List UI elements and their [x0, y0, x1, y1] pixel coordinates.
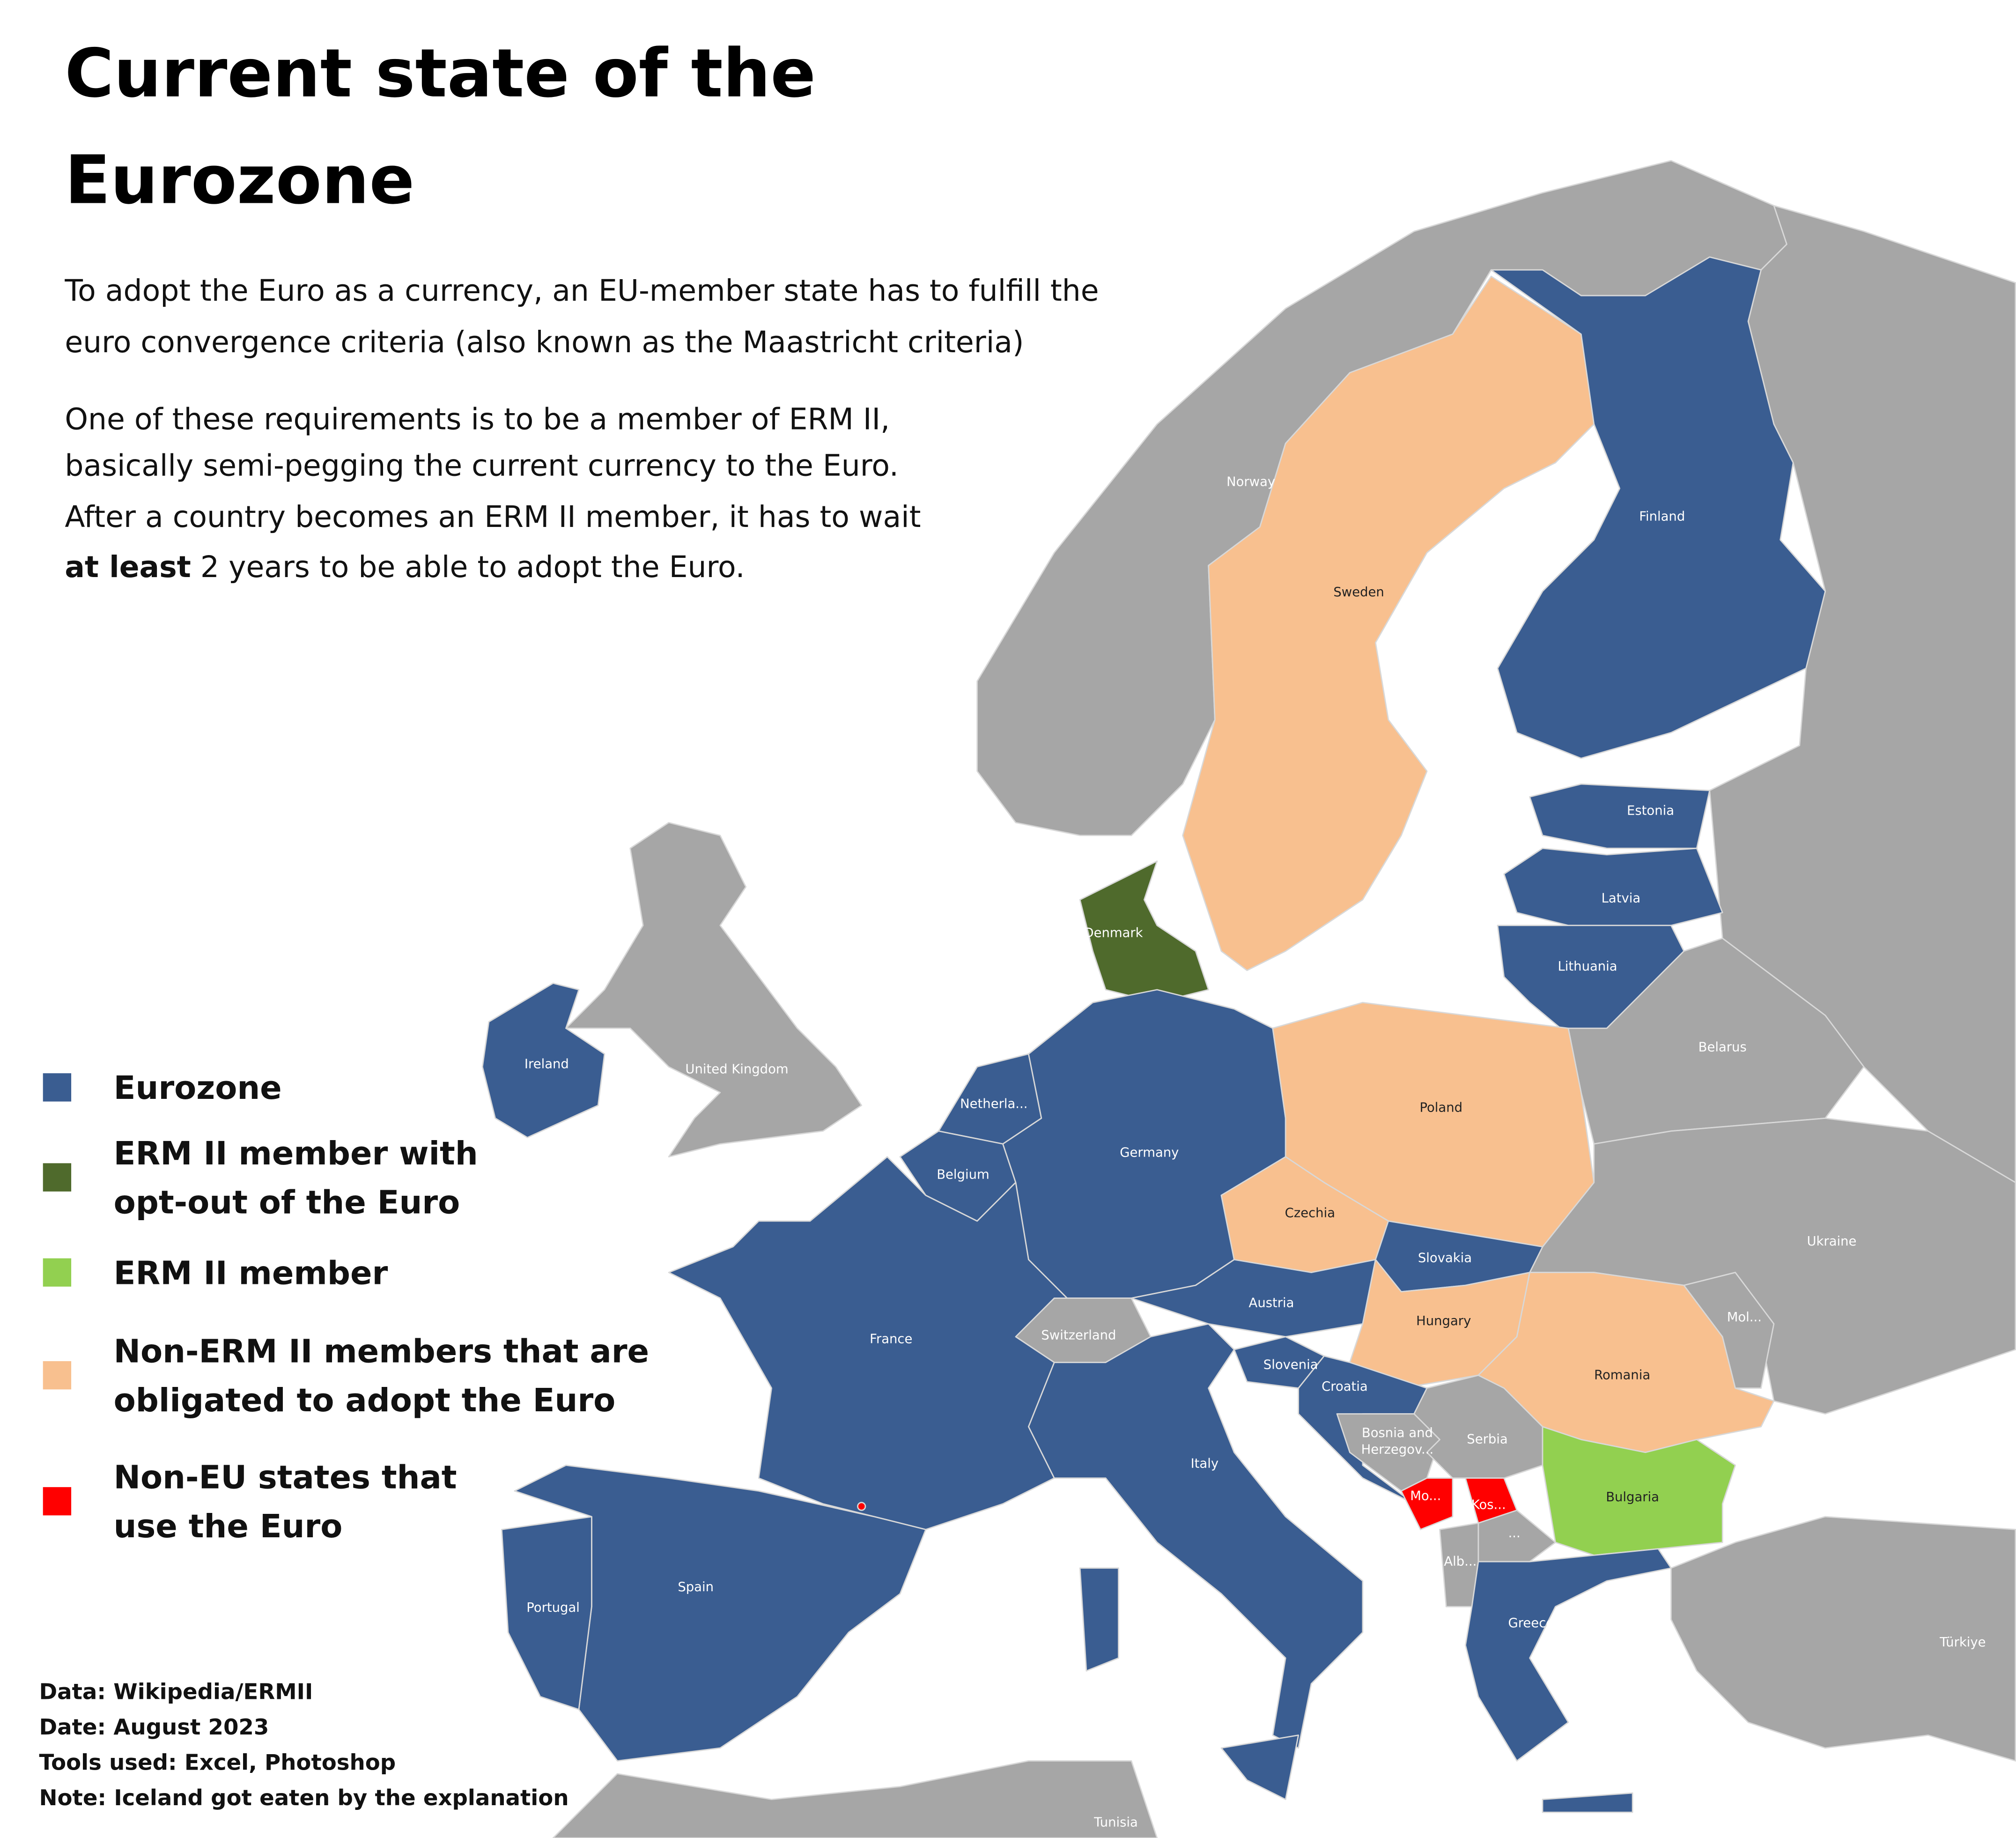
- country-label: Switzerland: [1041, 1328, 1116, 1342]
- country-label: Tunisia: [1093, 1815, 1138, 1830]
- title-line: Current state of the: [65, 35, 816, 112]
- legend-swatch: [43, 1361, 72, 1390]
- country-label: France: [870, 1332, 912, 1347]
- legend-label: use the Euro: [114, 1508, 343, 1545]
- north-africa: [552, 1760, 1158, 1838]
- legend-label: ERM II member: [114, 1254, 388, 1292]
- country-label: Bulgaria: [1606, 1490, 1659, 1504]
- country-label: Spain: [678, 1580, 714, 1594]
- greece: [1465, 1548, 1672, 1762]
- denmark: [1079, 860, 1209, 1003]
- footer-line: Note: Iceland got eaten by the explanati…: [39, 1785, 569, 1810]
- crete: [1542, 1792, 1633, 1813]
- country-label: Latvia: [1602, 891, 1641, 905]
- country-label: Greece: [1508, 1616, 1554, 1630]
- country-label: Mo...: [1410, 1489, 1441, 1503]
- countries: [481, 160, 2016, 1838]
- country-label: Germany: [1120, 1146, 1179, 1160]
- legend-label: opt-out of the Euro: [114, 1184, 460, 1221]
- country-label: Mol...: [1727, 1310, 1762, 1325]
- country-label: Romania: [1594, 1368, 1650, 1382]
- country-label: Portugal: [526, 1601, 580, 1615]
- country-label: Sweden: [1333, 585, 1384, 600]
- intro-line: After a country becomes an ERM II member…: [65, 499, 921, 534]
- intro-line: To adopt the Euro as a currency, an EU-m…: [64, 273, 1099, 308]
- footer-line: Tools used: Excel, Photoshop: [39, 1750, 396, 1775]
- portugal: [501, 1516, 592, 1710]
- sweden: [1182, 275, 1595, 971]
- country-label: Denmark: [1084, 926, 1143, 940]
- footer-line: Data: Wikipedia/ERMII: [39, 1679, 313, 1705]
- country-label: Serbia: [1467, 1432, 1507, 1447]
- montenegro: [1400, 1477, 1454, 1530]
- country-label: Hungary: [1416, 1314, 1471, 1328]
- country-label: Belarus: [1698, 1040, 1747, 1055]
- country-label: Lithuania: [1558, 959, 1617, 974]
- country-label: Estonia: [1627, 804, 1674, 818]
- country-label: Belgium: [937, 1167, 989, 1182]
- legend-label: obligated to adopt the Euro: [114, 1382, 616, 1419]
- united-kingdom: [565, 822, 863, 1158]
- bulgaria: [1542, 1426, 1736, 1556]
- legend-swatch: [43, 1487, 72, 1516]
- finland: [1490, 256, 1826, 759]
- country-label: Türkiye: [1939, 1635, 1986, 1650]
- texts: Current state of the Eurozone To adopt the…: [39, 35, 1986, 1830]
- latvia: [1503, 847, 1723, 926]
- legend-label: Eurozone: [114, 1069, 282, 1107]
- intro-line: One of these requirements is to be a mem…: [65, 402, 890, 437]
- sardinia: [1079, 1567, 1119, 1672]
- country-label: Croatia: [1322, 1379, 1368, 1394]
- country-label: Bosnia and: [1362, 1426, 1433, 1440]
- country-label: Italy: [1191, 1457, 1219, 1471]
- legend-swatch: [43, 1073, 72, 1102]
- moldova: [1683, 1272, 1775, 1389]
- title-line: Eurozone: [65, 141, 414, 219]
- country-label: Alb...: [1444, 1554, 1477, 1569]
- footer-line: Date: August 2023: [39, 1714, 269, 1740]
- italy: [1028, 1323, 1364, 1749]
- country-label: Kos...: [1471, 1498, 1506, 1512]
- estonia: [1529, 783, 1711, 849]
- country-label: Czechia: [1285, 1206, 1335, 1221]
- country-label: Slovenia: [1263, 1357, 1318, 1372]
- country-label: Ukraine: [1807, 1234, 1856, 1249]
- intro-line: at least 2 years to be able to adopt the…: [65, 549, 745, 584]
- country-label: Poland: [1419, 1101, 1462, 1115]
- legend-swatch: [43, 1258, 72, 1287]
- france: [668, 1156, 1068, 1530]
- intro-line: basically semi-pegging the current curre…: [65, 448, 899, 482]
- intro-text: 2 years to be able to adopt the Euro.: [191, 549, 745, 584]
- legend-swatch: [43, 1163, 72, 1192]
- legend-label: Non-ERM II members that are: [114, 1333, 649, 1371]
- country-label: Ireland: [524, 1057, 569, 1071]
- country-label: Netherla...: [960, 1097, 1027, 1111]
- country-label: ...: [1508, 1526, 1521, 1541]
- country-label: Herzegov...: [1361, 1443, 1434, 1457]
- andorra: [857, 1502, 866, 1511]
- country-label: United Kingdom: [685, 1062, 788, 1076]
- country-label: Finland: [1639, 509, 1685, 524]
- intro-bold: at least: [65, 549, 191, 584]
- country-label: Austria: [1249, 1296, 1294, 1311]
- legend-label: ERM II member with: [114, 1135, 478, 1172]
- intro-line: euro convergence criteria (also known as…: [65, 325, 1024, 359]
- legend-label: Non-EU states that: [114, 1459, 457, 1497]
- country-label: Slovakia: [1418, 1251, 1472, 1266]
- sicily: [1220, 1734, 1300, 1801]
- ireland: [481, 982, 606, 1138]
- country-label: Norway: [1226, 474, 1275, 489]
- turkey: [1670, 1516, 2016, 1762]
